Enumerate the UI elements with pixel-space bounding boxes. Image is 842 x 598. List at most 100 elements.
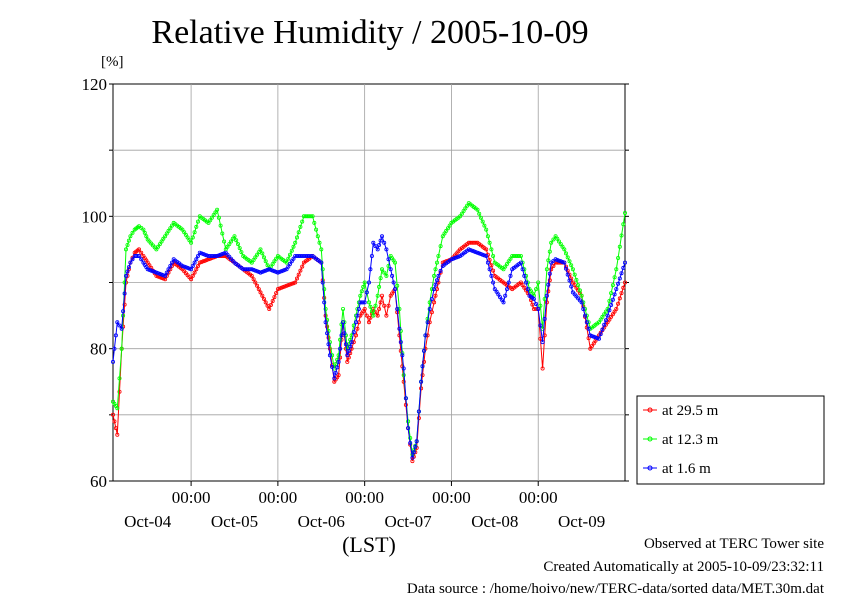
series-point [458,214,463,219]
series-point [346,348,351,353]
series-point [362,300,367,305]
series-point [361,284,366,289]
series-point [397,326,402,331]
series-point [482,223,487,228]
series-point [429,287,434,292]
series-point [557,258,562,263]
series-point [482,253,487,258]
series-point [506,280,511,285]
series-point [432,300,437,305]
x-tick-label: 00:00 [259,488,298,507]
series-point [141,227,146,232]
series-point [336,373,341,378]
series-point [128,260,133,265]
series-point [564,266,569,271]
series-point [379,293,384,298]
series-point [115,320,120,325]
series-point [343,342,348,347]
series-point [438,268,443,273]
series-point [298,224,303,229]
series-point [326,335,331,340]
series-point [576,283,581,288]
series-point [420,364,425,369]
series-point [421,359,426,364]
x-day-label: Oct-06 [298,512,345,531]
series-point [349,340,354,345]
series-point [484,253,489,258]
series-point [260,293,265,298]
series-point [192,270,197,275]
series-point [190,263,195,268]
series-point [463,206,468,211]
series-point [216,215,221,220]
series-point [411,450,416,455]
series-point [190,235,195,240]
series-point [504,287,509,292]
series-point [544,267,549,272]
series-point [319,247,324,252]
series-point [621,285,626,290]
series-point [220,231,225,236]
series-point [597,336,602,341]
series-point [368,267,373,272]
series-point [391,280,396,285]
series-point [384,247,389,252]
series-point [612,292,617,297]
legend-box [636,395,825,485]
series-point [263,268,268,273]
series-point [410,455,415,460]
series-point [492,287,497,292]
series-point [485,234,490,239]
series-point [291,256,296,261]
series-point [355,326,360,331]
series-point [322,300,327,305]
series-point [251,277,256,282]
series-point [484,247,489,252]
series-point [614,267,619,272]
series-point [612,275,617,280]
series-point [166,228,171,233]
series-point [432,287,437,292]
series-point [185,235,190,240]
series-point [308,253,313,258]
series-point [189,267,194,272]
series-point [284,267,289,272]
series-point [371,240,376,245]
series-point [293,240,298,245]
series-point [508,273,513,278]
series-point [195,263,200,268]
series-point [182,230,187,235]
series-point [547,271,552,276]
series-point [169,223,174,228]
series-point [392,287,397,292]
series-point [258,247,263,252]
series-point [390,273,395,278]
series-point [610,283,615,288]
series-point [258,290,263,295]
series-point [139,250,144,255]
series-point [584,320,589,325]
series-point [375,247,380,252]
series-point [366,300,371,305]
series-point [555,236,560,241]
series-point [338,337,343,342]
series-point [213,210,218,215]
series-point [373,244,378,249]
series-point [382,240,387,245]
series-point [189,277,194,282]
legend-label: at 29.5 m [662,403,719,419]
series-point [536,306,541,311]
series-point [570,280,575,285]
series-point [130,230,135,235]
series-point [382,270,387,275]
series-point [565,255,570,260]
series-point [491,280,496,285]
legend-marker [647,436,653,442]
series-point [427,306,432,311]
series-point [117,323,122,328]
series-point [121,309,126,314]
series-point [491,253,496,258]
series-point [225,244,230,249]
series-point [232,234,237,239]
series-point [161,273,166,278]
